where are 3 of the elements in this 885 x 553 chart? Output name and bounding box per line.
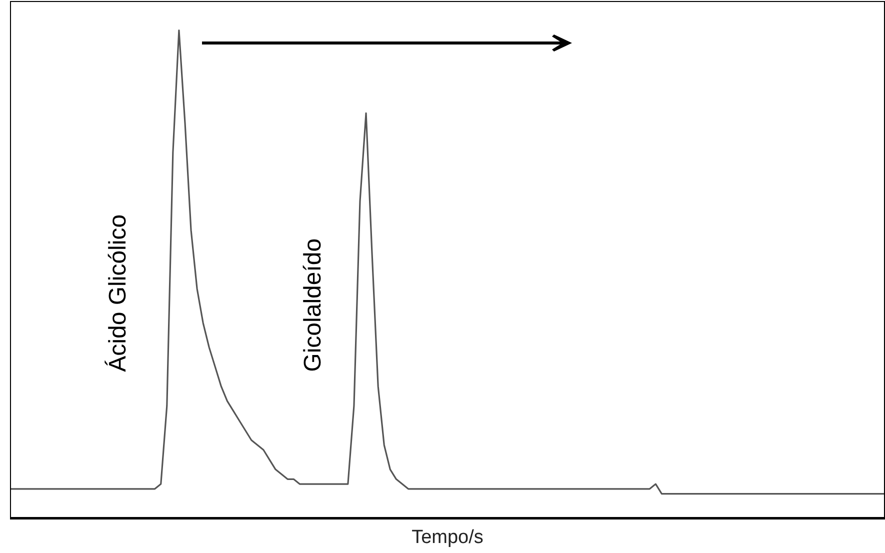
annotation: Gicolaldeído bbox=[300, 238, 327, 372]
x-axis-title: Tempo/s bbox=[412, 526, 484, 548]
annotation: Ácido Glicólico bbox=[104, 214, 132, 372]
